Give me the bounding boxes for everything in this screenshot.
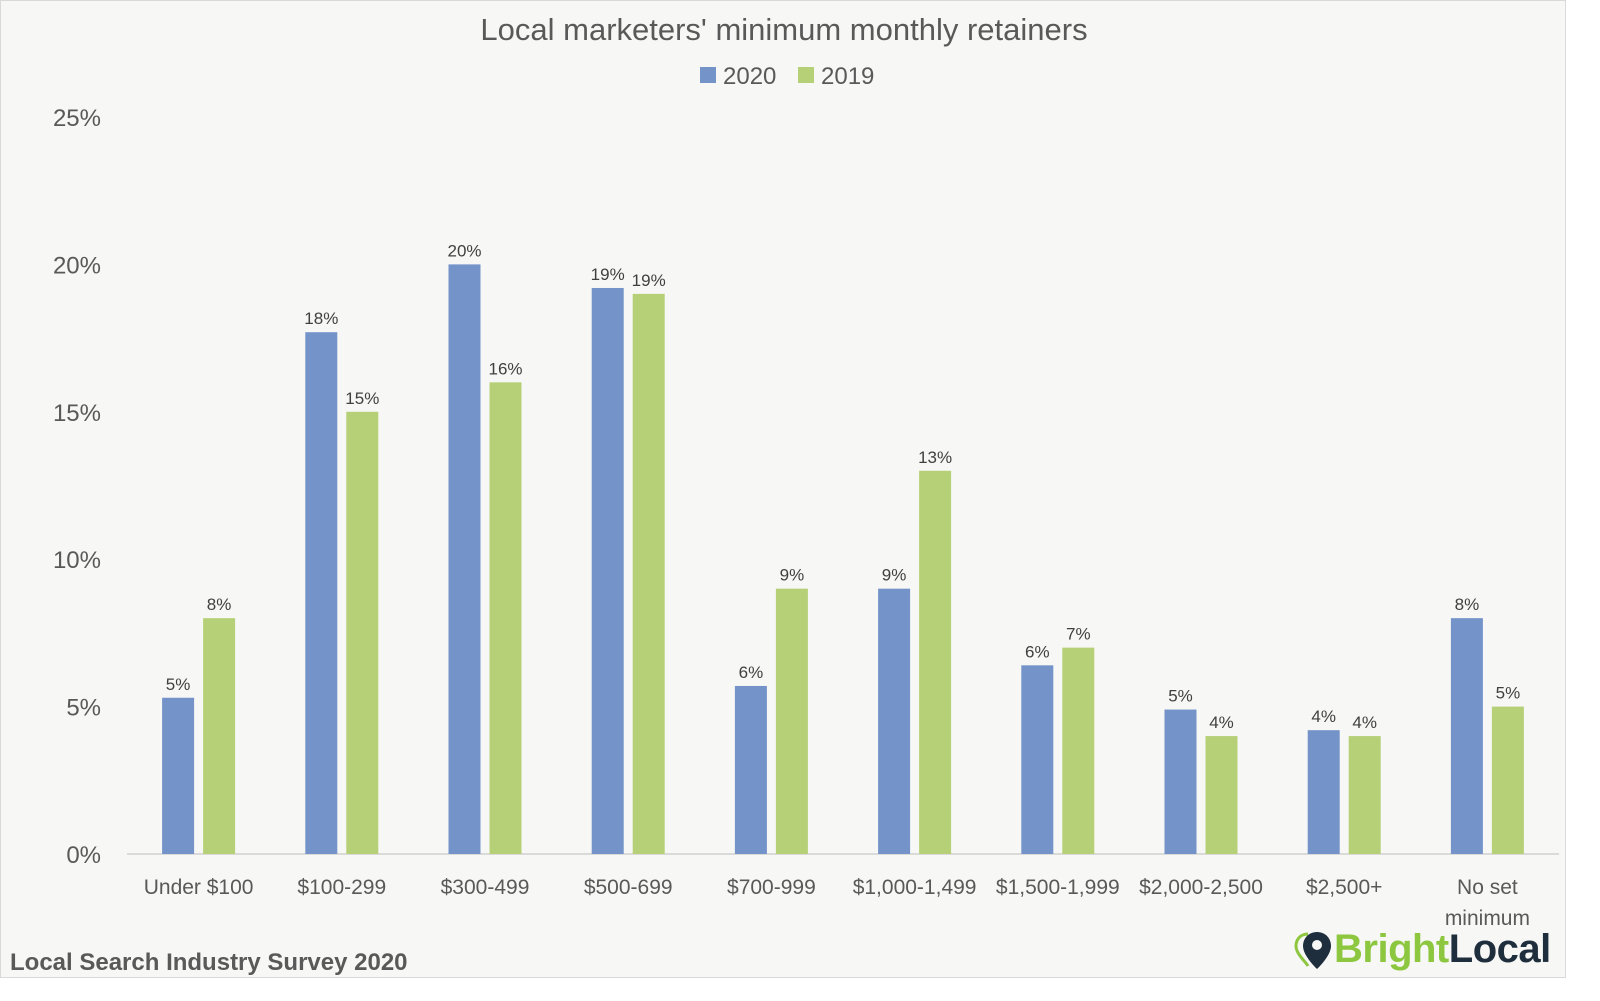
- y-axis: 0% 5% 10% 15% 20% 25%: [53, 105, 101, 869]
- data-label-2020: 19%: [591, 265, 625, 284]
- data-label-2020: 9%: [882, 566, 907, 585]
- data-label-2019: 4%: [1209, 713, 1234, 732]
- chart-frame: Local marketers' minimum monthly retaine…: [0, 0, 1566, 978]
- brightlocal-logo: BrightLocal: [1294, 927, 1551, 972]
- logo-text-bright: Bright: [1334, 927, 1449, 971]
- data-label-2019: 16%: [488, 359, 522, 378]
- bar-2019: [1348, 736, 1381, 854]
- y-tick-label: 25%: [53, 105, 101, 132]
- bar-2020: [734, 685, 767, 854]
- bars: 5% 8% 18% 15% 20% 16% 19% 19% 6% 9% 9% 13% 6% 7% 5% 4% 4…: [162, 241, 1524, 855]
- data-label-2019: 19%: [632, 271, 666, 290]
- bar-2019: [919, 470, 952, 854]
- y-tick-label: 10%: [53, 547, 101, 574]
- data-label-2019: 5%: [1496, 684, 1521, 703]
- source-caption: Local Search Industry Survey 2020: [10, 949, 408, 976]
- bar-2020: [448, 264, 481, 854]
- y-tick-label: 20%: [53, 252, 101, 279]
- bar-2020: [878, 588, 911, 854]
- bar-2020: [1021, 665, 1054, 854]
- bar-2019: [632, 293, 665, 854]
- logo-wordmark: BrightLocal: [1334, 927, 1551, 972]
- bar-2020: [305, 332, 338, 855]
- x-tick-label: No set minimum: [1445, 876, 1530, 930]
- bar-2020: [1450, 618, 1483, 854]
- y-tick-label: 5%: [66, 695, 101, 722]
- chart-title: Local marketers' minimum monthly retaine…: [480, 12, 1087, 47]
- data-label-2019: 13%: [918, 448, 952, 467]
- legend-label-2020: 2020: [723, 63, 776, 90]
- legend: 2020 2019: [700, 63, 874, 90]
- legend-swatch-2020: [700, 67, 716, 83]
- bar-2019: [1491, 706, 1524, 854]
- bar-2019: [489, 382, 522, 854]
- data-label-2019: 4%: [1352, 713, 1377, 732]
- logo-text-local: Local: [1448, 927, 1551, 971]
- data-label-2020: 6%: [739, 663, 764, 682]
- bar-2019: [203, 618, 236, 854]
- x-tick-label: $2,000-2,500: [1139, 876, 1263, 899]
- x-tick-label: $700-999: [727, 876, 816, 899]
- bar-2019: [1205, 736, 1238, 854]
- data-label-2020: 6%: [1025, 642, 1050, 661]
- x-tick-label: $300-499: [441, 876, 530, 899]
- map-pin-icon: [1294, 931, 1331, 969]
- y-tick-label: 15%: [53, 400, 101, 427]
- x-axis: Under $100 $100-299 $300-499 $500-699 $700-9…: [144, 876, 1530, 930]
- bar-2019: [1062, 647, 1095, 854]
- bar-2019: [346, 411, 379, 854]
- x-tick-label: $500-699: [584, 876, 673, 899]
- data-label-2019: 7%: [1066, 625, 1091, 644]
- bar-2020: [162, 697, 195, 854]
- data-label-2020: 8%: [1455, 595, 1480, 614]
- bar-2020: [1307, 730, 1340, 854]
- data-label-2019: 15%: [345, 389, 379, 408]
- data-label-2019: 9%: [780, 566, 805, 585]
- data-label-2020: 20%: [447, 241, 481, 260]
- x-tick-label: $1,500-1,999: [996, 876, 1120, 899]
- data-label-2020: 18%: [304, 309, 338, 328]
- legend-swatch-2019: [798, 67, 814, 83]
- x-tick-label: Under $100: [144, 876, 254, 899]
- bar-2020: [1164, 709, 1197, 854]
- y-tick-label: 0%: [66, 842, 101, 869]
- bar-chart: Local marketers' minimum monthly retaine…: [53, 12, 1559, 930]
- data-label-2019: 8%: [207, 595, 232, 614]
- bar-2020: [591, 287, 624, 854]
- x-tick-label: $2,500+: [1306, 876, 1383, 899]
- x-tick-label: $1,000-1,499: [853, 876, 977, 899]
- data-label-2020: 5%: [1168, 687, 1193, 706]
- data-label-2020: 4%: [1311, 707, 1336, 726]
- x-tick-label: $100-299: [297, 876, 386, 899]
- data-label-2020: 5%: [166, 675, 191, 694]
- legend-label-2019: 2019: [821, 63, 874, 90]
- bar-2019: [775, 588, 808, 854]
